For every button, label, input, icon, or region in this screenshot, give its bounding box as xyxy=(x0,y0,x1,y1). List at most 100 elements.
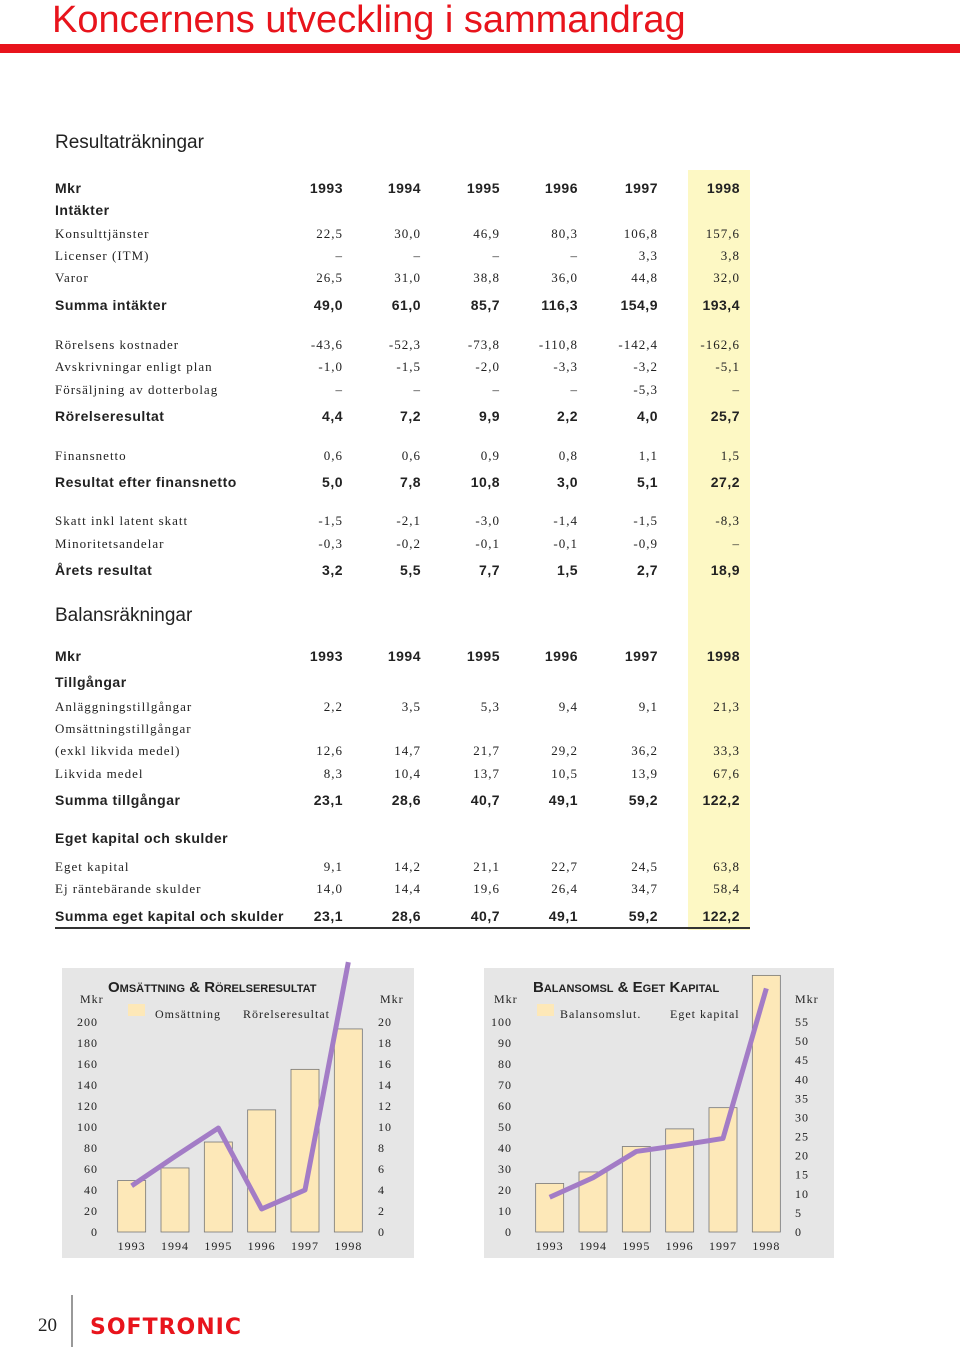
legend-label: Eget kapital xyxy=(670,1007,740,1021)
bar xyxy=(160,1167,190,1233)
y2-tick-label: 20 xyxy=(378,1015,392,1029)
table-cell: -1,5 xyxy=(396,359,421,374)
y2-tick-label: 20 xyxy=(795,1149,809,1163)
table-cell: -0,3 xyxy=(318,536,343,551)
table-cell: 61,0 xyxy=(392,297,421,313)
x-tick-label: 1993 xyxy=(118,1239,146,1253)
column-header: 1998 xyxy=(707,648,740,664)
table-cell: 40,7 xyxy=(471,792,500,808)
section-title: Balansräkningar xyxy=(55,605,193,626)
table-cell: 2,2 xyxy=(324,699,343,714)
x-tick-label: 1998 xyxy=(334,1239,362,1253)
y2-tick-label: 25 xyxy=(795,1130,809,1144)
table-cell: – xyxy=(413,382,422,397)
table-cell: 21,1 xyxy=(473,859,500,874)
table-cell: 106,8 xyxy=(624,226,658,241)
y2-tick-label: 6 xyxy=(378,1162,385,1176)
table-cell: 3,3 xyxy=(639,248,658,263)
table-cell: 3,8 xyxy=(721,248,740,263)
table-cell: 0,9 xyxy=(481,448,500,463)
table-cell: – xyxy=(570,382,579,397)
table-cell: -2,0 xyxy=(475,359,500,374)
chart-title: Balansomsl & Eget Kapital xyxy=(533,979,719,996)
table-cell: 2,7 xyxy=(637,562,658,578)
x-tick-label: 1993 xyxy=(536,1239,564,1253)
y2-tick-label: 0 xyxy=(795,1225,802,1239)
y2-tick-label: 5 xyxy=(795,1206,802,1220)
table-cell: 85,7 xyxy=(471,297,500,313)
x-tick-label: 1997 xyxy=(291,1239,319,1253)
row-label: Omsättningstillgångar xyxy=(55,721,192,736)
bar xyxy=(247,1109,277,1233)
section-title: Resultaträkningar xyxy=(55,132,205,153)
y-tick-label: 30 xyxy=(498,1162,512,1176)
table-cell: 28,6 xyxy=(392,908,421,924)
table-cell: 32,0 xyxy=(713,270,740,285)
row-label: Eget kapital xyxy=(55,859,129,874)
table-cell: -0,1 xyxy=(475,536,500,551)
column-header: 1994 xyxy=(388,648,421,664)
table-cell: 9,9 xyxy=(479,408,500,424)
table-cell: 7,7 xyxy=(479,562,500,578)
table-cell: 28,6 xyxy=(392,792,421,808)
row-label: Summa intäkter xyxy=(55,297,167,313)
table-cell: 10,8 xyxy=(471,474,500,490)
column-header: Mkr xyxy=(55,648,81,664)
table-cell: 30,0 xyxy=(394,226,421,241)
y-tick-label: 70 xyxy=(498,1078,512,1092)
table-cell: -5,3 xyxy=(633,382,658,397)
table-cell: 7,8 xyxy=(400,474,421,490)
table-cell: – xyxy=(732,382,741,397)
table-cell: 10,5 xyxy=(551,766,578,781)
bar xyxy=(708,1107,738,1233)
table-cell: -5,1 xyxy=(715,359,740,374)
table-cell: 22,7 xyxy=(551,859,578,874)
line xyxy=(548,987,769,1200)
table-cell: 2,2 xyxy=(557,408,578,424)
y2-tick-label: 10 xyxy=(378,1120,392,1134)
x-tick-label: 1994 xyxy=(161,1239,189,1253)
table-cell: 4,4 xyxy=(322,408,343,424)
table-cell: 31,0 xyxy=(394,270,421,285)
row-label: Konsulttjänster xyxy=(55,226,149,241)
y2-tick-label: 2 xyxy=(378,1204,385,1218)
x-tick-label: 1998 xyxy=(752,1239,780,1253)
table-cell: 21,3 xyxy=(713,699,740,714)
legend-label: Rörelseresultat xyxy=(243,1007,330,1021)
table-cell: 154,9 xyxy=(620,297,658,313)
bar xyxy=(333,1028,363,1233)
row-label: Resultat efter finansnetto xyxy=(55,474,237,490)
table-cell: 7,2 xyxy=(400,408,421,424)
column-header: 1996 xyxy=(545,180,578,196)
table-cell: 18,9 xyxy=(711,562,740,578)
legend-label: Omsättning xyxy=(155,1007,221,1021)
line xyxy=(130,961,351,1212)
table-cell: -1,5 xyxy=(318,513,343,528)
column-header: 1998 xyxy=(707,180,740,196)
logo: SOFTRONIC xyxy=(90,1315,242,1340)
y-tick-label: 40 xyxy=(498,1141,512,1155)
page-number: 20 xyxy=(38,1315,57,1336)
table-cell: -2,1 xyxy=(396,513,421,528)
column-header: 1993 xyxy=(310,180,343,196)
table-cell: 1,5 xyxy=(721,448,740,463)
table-cell: 9,1 xyxy=(639,699,658,714)
table-cell: 23,1 xyxy=(314,908,343,924)
table-cell: 122,2 xyxy=(702,792,740,808)
column-header: 1995 xyxy=(467,180,500,196)
table-cell: -3,3 xyxy=(553,359,578,374)
table-cell: -110,8 xyxy=(539,337,578,352)
table-cell: 157,6 xyxy=(706,226,740,241)
row-label: Avskrivningar enligt plan xyxy=(55,359,213,374)
table-cell: -142,4 xyxy=(618,337,658,352)
table-cell: 0,6 xyxy=(324,448,343,463)
table-cell: -43,6 xyxy=(311,337,343,352)
y2-tick-label: 15 xyxy=(795,1168,809,1182)
row-label: Rörelseresultat xyxy=(55,408,164,424)
column-header: 1995 xyxy=(467,648,500,664)
table-cell: 36,2 xyxy=(631,743,658,758)
row-label: Summa tillgångar xyxy=(55,792,181,808)
row-label: Anläggningstillgångar xyxy=(55,699,192,714)
row-label: Tillgångar xyxy=(55,674,127,690)
table-cell: 13,7 xyxy=(473,766,500,781)
